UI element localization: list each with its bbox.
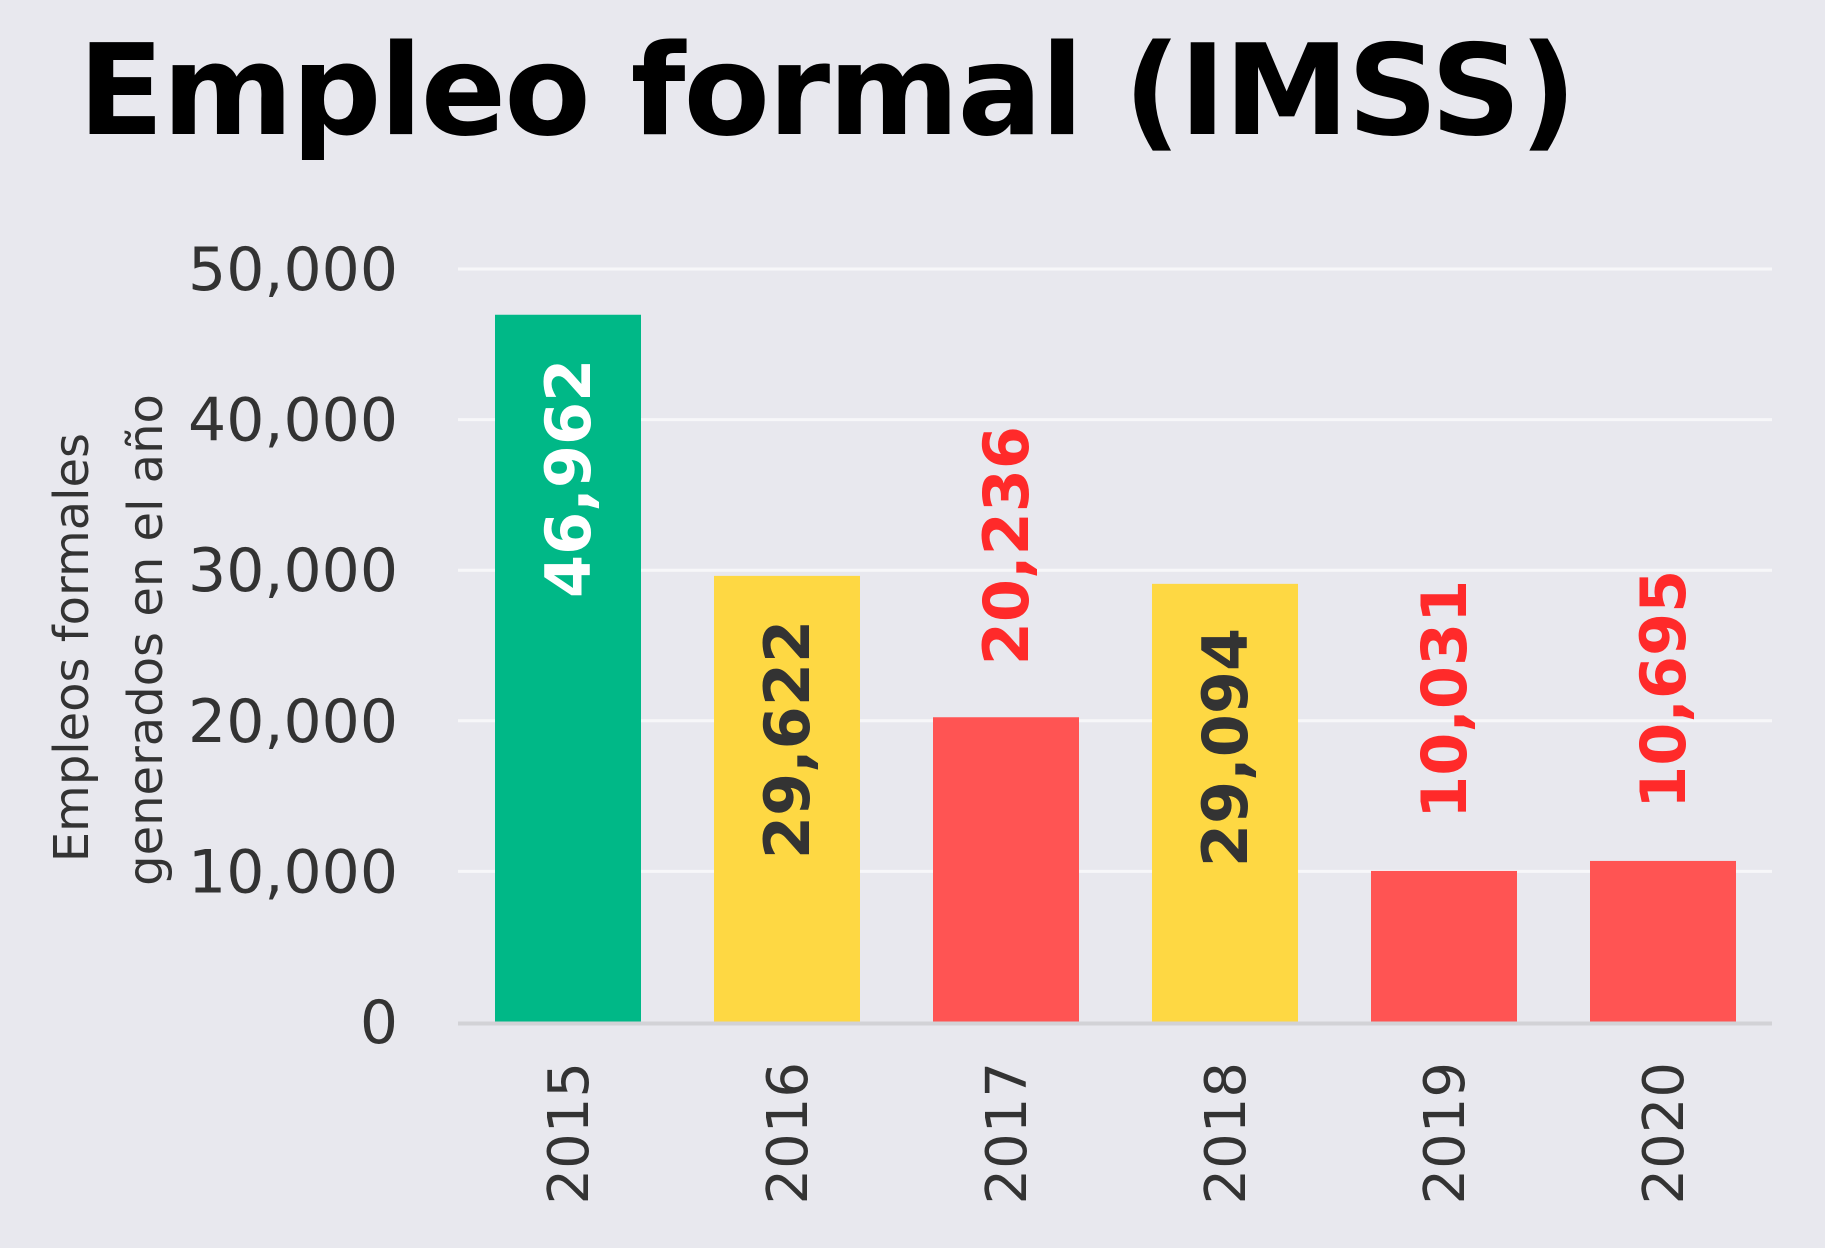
bar-2015 bbox=[495, 314, 641, 1022]
x-tick-label: 2017 bbox=[975, 1062, 1040, 1205]
data-label: 29,094 bbox=[1189, 628, 1262, 867]
y-axis-label-line: Empleos formales bbox=[44, 433, 100, 862]
bar-2018 bbox=[1152, 583, 1298, 1022]
data-label: 10,695 bbox=[1627, 570, 1700, 809]
x-tick-label: 2020 bbox=[1632, 1062, 1697, 1205]
x-axis-ticks: 2015 2016 2017 2018 2019 2020 bbox=[537, 1062, 1697, 1205]
bar-2020 bbox=[1590, 860, 1736, 1022]
grid-lines bbox=[458, 267, 1772, 873]
x-tick-label: 2016 bbox=[756, 1062, 821, 1205]
data-label: 46,962 bbox=[532, 359, 605, 598]
y-tick-label: 40,000 bbox=[188, 386, 398, 456]
y-tick-label: 10,000 bbox=[188, 837, 398, 907]
data-labels: 46,962 29,622 20,236 29,094 10,031 10,695 bbox=[532, 359, 1700, 867]
y-axis-label: Empleos formales generados en el año bbox=[44, 394, 174, 886]
bar-2017 bbox=[933, 717, 1079, 1022]
y-tick-label: 30,000 bbox=[188, 536, 398, 606]
bar-2019 bbox=[1371, 870, 1517, 1022]
x-tick-label: 2019 bbox=[1413, 1062, 1478, 1205]
y-axis-ticks: 0 10,000 20,000 30,000 40,000 50,000 bbox=[188, 235, 398, 1058]
data-label: 29,622 bbox=[751, 620, 824, 859]
bars bbox=[495, 314, 1736, 1022]
chart-title: Empleo formal (IMSS) bbox=[78, 17, 1577, 164]
bar-2016 bbox=[714, 575, 860, 1022]
y-tick-label: 50,000 bbox=[188, 235, 398, 305]
data-label: 10,031 bbox=[1408, 580, 1481, 819]
data-label: 20,236 bbox=[970, 426, 1043, 665]
x-tick-label: 2018 bbox=[1194, 1062, 1259, 1205]
y-tick-label: 20,000 bbox=[188, 687, 398, 757]
x-tick-label: 2015 bbox=[537, 1062, 602, 1205]
y-axis-label-line: generados en el año bbox=[118, 394, 174, 886]
y-tick-label: 0 bbox=[360, 988, 398, 1058]
